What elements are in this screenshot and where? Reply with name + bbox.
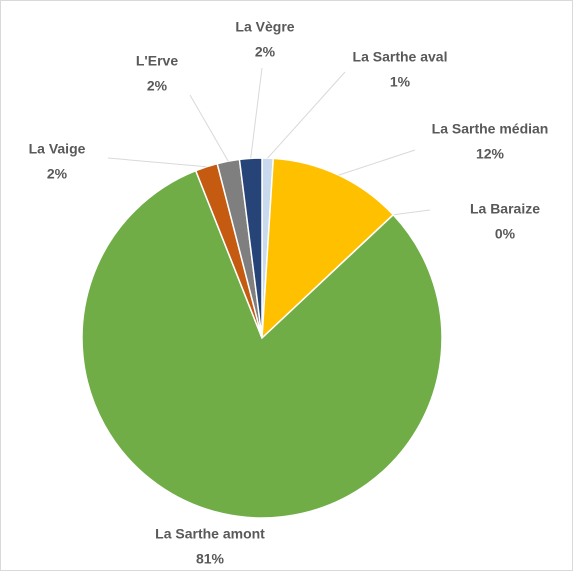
leader-line xyxy=(267,71,346,159)
slice-value-label: 81% xyxy=(196,551,225,567)
slice-label: La Sarthe amont xyxy=(155,526,265,542)
slice-value-label: 2% xyxy=(147,78,168,94)
leader-line xyxy=(393,209,431,216)
slice-label: La Baraize xyxy=(470,201,540,217)
slice-label: La Vègre xyxy=(235,19,294,35)
slice-value-label: 2% xyxy=(47,166,68,182)
slice-value-label: 0% xyxy=(495,226,516,242)
leader-line xyxy=(250,67,263,159)
pie-slice xyxy=(261,157,395,340)
slice-value-label: 12% xyxy=(476,146,505,162)
leader-line xyxy=(189,94,229,162)
leader-line xyxy=(338,149,416,176)
leader-line xyxy=(107,157,207,168)
slice-value-label: 2% xyxy=(255,44,276,60)
pie-slice xyxy=(81,169,443,519)
slice-value-label: 1% xyxy=(390,74,411,90)
slice-label: La Sarthe médian xyxy=(432,121,549,137)
slice-label: L'Erve xyxy=(136,53,178,69)
slice-label: La Vaige xyxy=(29,141,86,157)
slice-label: La Sarthe aval xyxy=(353,49,448,65)
